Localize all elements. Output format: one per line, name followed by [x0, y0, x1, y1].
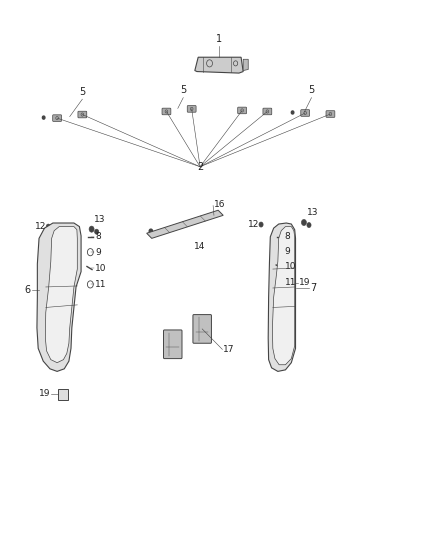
Text: 16: 16: [214, 199, 226, 208]
Polygon shape: [147, 210, 223, 238]
Text: 13: 13: [94, 215, 106, 224]
Text: 10: 10: [95, 263, 107, 272]
FancyBboxPatch shape: [53, 115, 61, 122]
Circle shape: [46, 224, 50, 229]
Text: 5: 5: [308, 85, 314, 95]
Text: 17: 17: [223, 345, 235, 354]
Text: 13: 13: [307, 208, 318, 217]
FancyBboxPatch shape: [238, 107, 247, 114]
Text: 7: 7: [311, 283, 317, 293]
Text: 11: 11: [285, 278, 296, 287]
Text: 10: 10: [285, 262, 296, 271]
FancyBboxPatch shape: [193, 314, 212, 343]
FancyBboxPatch shape: [187, 106, 196, 112]
Circle shape: [291, 111, 294, 114]
FancyBboxPatch shape: [163, 330, 182, 359]
Text: 19: 19: [39, 390, 50, 398]
Circle shape: [259, 222, 263, 227]
Text: 1: 1: [216, 34, 222, 44]
Text: 5: 5: [180, 85, 187, 95]
Circle shape: [95, 229, 99, 235]
Text: 11: 11: [95, 280, 107, 289]
Text: 14: 14: [194, 242, 205, 251]
Text: 12: 12: [35, 222, 46, 231]
Text: 2: 2: [197, 161, 203, 172]
Polygon shape: [243, 59, 248, 70]
Text: 8: 8: [285, 232, 290, 241]
Polygon shape: [268, 223, 296, 372]
FancyBboxPatch shape: [326, 111, 335, 117]
FancyBboxPatch shape: [263, 108, 272, 115]
Circle shape: [149, 229, 152, 233]
Circle shape: [301, 220, 307, 225]
Text: 5: 5: [79, 87, 85, 96]
FancyBboxPatch shape: [78, 111, 87, 118]
Text: 19: 19: [299, 278, 311, 287]
Text: 9: 9: [285, 247, 290, 256]
Text: 9: 9: [95, 248, 101, 257]
FancyBboxPatch shape: [162, 108, 171, 115]
Text: 8: 8: [95, 232, 101, 241]
Text: 12: 12: [247, 220, 259, 229]
FancyBboxPatch shape: [301, 110, 310, 116]
Polygon shape: [272, 227, 295, 365]
Circle shape: [89, 226, 94, 232]
Polygon shape: [37, 223, 81, 372]
Circle shape: [307, 222, 311, 228]
Circle shape: [42, 116, 45, 119]
Polygon shape: [195, 57, 243, 73]
Polygon shape: [46, 227, 77, 362]
FancyBboxPatch shape: [58, 389, 68, 400]
Text: 6: 6: [25, 285, 31, 295]
